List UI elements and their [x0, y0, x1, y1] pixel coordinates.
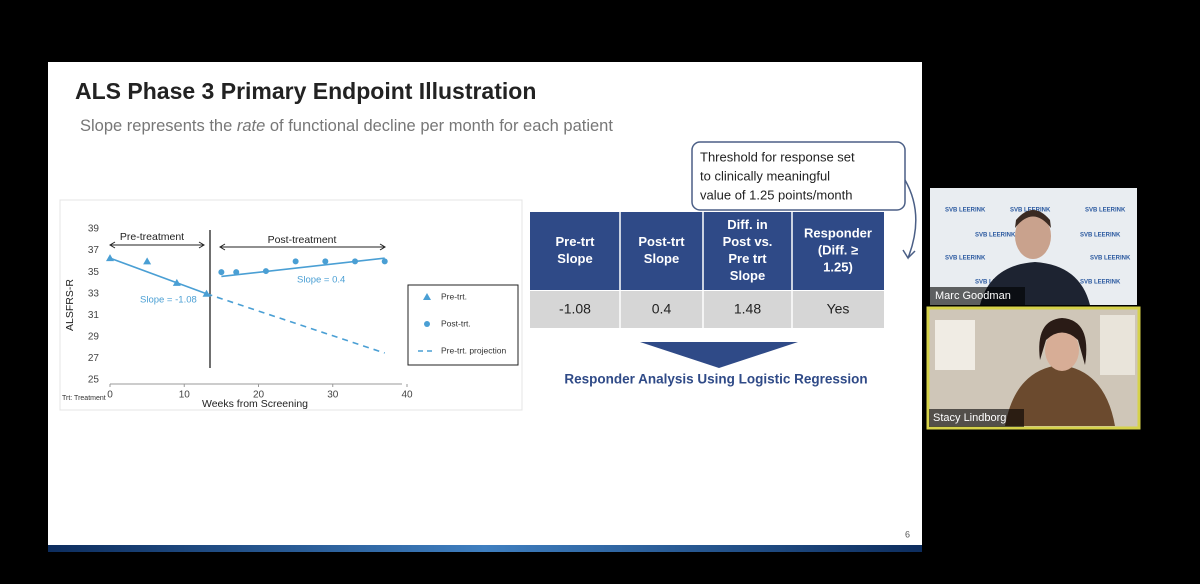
x-tick-label: 0 [107, 390, 113, 401]
subtitle-part: rate [237, 117, 265, 135]
table-cell: 0.4 [652, 301, 672, 317]
x-tick-label: 40 [401, 390, 413, 401]
legend-label: Pre-trt. projection [441, 345, 506, 355]
conclusion: Responder Analysis Using Logistic Regres… [564, 372, 867, 387]
slide-footer-strip [48, 545, 922, 552]
marker-circle [293, 258, 299, 264]
marker-circle [382, 258, 388, 264]
x-tick-label: 10 [179, 390, 191, 401]
marker-circle [263, 268, 269, 274]
marker-circle [233, 269, 239, 275]
table-header-text: Responder [804, 225, 872, 240]
x-tick-label: 30 [327, 390, 339, 401]
logo-text: SVB LEERINK [1085, 208, 1126, 214]
callout-text: to clinically meaningful [700, 168, 830, 183]
legend-label: Post-trt. [441, 318, 471, 328]
y-tick-label: 31 [88, 310, 100, 321]
callout-text: Threshold for response set [700, 149, 855, 164]
video-tile: Stacy Lindborg [928, 308, 1139, 428]
y-tick-label: 25 [88, 375, 100, 386]
logo-text: SVB LEERINK [945, 208, 986, 214]
table-header-text: Slope [644, 251, 679, 266]
annotation: Pre-treatment [120, 231, 184, 243]
table-header-text: Post-trt [638, 234, 685, 249]
y-tick-label: 27 [88, 353, 100, 364]
video-tile: SVB LEERINK SVB LEERINK SVB LEERINK SVB LEE… [930, 188, 1137, 305]
table: Pre-trt Slope Post-trt Slope Diff. in Post vs… [530, 212, 884, 328]
y-tick-label: 39 [88, 224, 100, 235]
participant-name: Marc Goodman [935, 290, 1011, 302]
x-axis-label: Weeks from Screening [202, 398, 308, 410]
subtitle-part: of functional decline per month for each… [265, 117, 613, 135]
marker-circle [424, 321, 430, 327]
table-header-text: Diff. in [727, 217, 767, 232]
subtitle-part: Slope represents the [80, 117, 237, 135]
table-header-text: Pre trt [728, 251, 767, 266]
table-header-text: Post vs. [723, 234, 773, 249]
page-number: 6 [905, 529, 910, 539]
marker-circle [322, 258, 328, 264]
annotation: Slope = 0.4 [297, 275, 345, 286]
logo-text: SVB LEERINK [1090, 256, 1131, 262]
room [935, 320, 975, 370]
table-header-text: 1.25) [823, 259, 853, 274]
logo-text: SVB LEERINK [1080, 233, 1121, 239]
callout-text: value of 1.25 points/month [700, 187, 853, 202]
y-tick-label: 29 [88, 331, 100, 342]
y-tick-label: 35 [88, 267, 100, 278]
marker-circle [218, 269, 224, 275]
table-cell: Yes [827, 301, 850, 317]
y-tick-label: 33 [88, 288, 100, 299]
table-header-text: Slope [730, 268, 765, 283]
table-header-text: (Diff. ≥ [818, 242, 858, 257]
logo-text: SVB LEERINK [1080, 280, 1121, 286]
participant-name: Stacy Lindborg [933, 412, 1006, 424]
logo-text: SVB LEERINK [975, 233, 1016, 239]
room [1100, 315, 1135, 375]
annotation: Slope = -1.08 [140, 295, 197, 306]
annotation: Post-treatment [268, 234, 337, 246]
logo-text: SVB LEERINK [945, 256, 986, 262]
slide-subtitle: Slope represents the rate of functional … [80, 117, 613, 135]
table-cell: -1.08 [559, 301, 591, 317]
y-tick-label: 37 [88, 245, 100, 256]
legend-label: Pre-trt. [441, 291, 467, 301]
footnote: Trt: Treatment [62, 395, 106, 402]
table-cell: 1.48 [734, 301, 761, 317]
table-header-text: Pre-trt [555, 234, 595, 249]
table-header-text: Slope [557, 251, 592, 266]
slide-title: ALS Phase 3 Primary Endpoint Illustratio… [75, 78, 536, 104]
marker-circle [352, 258, 358, 264]
y-axis-label: ALSFRS-R [64, 279, 76, 331]
